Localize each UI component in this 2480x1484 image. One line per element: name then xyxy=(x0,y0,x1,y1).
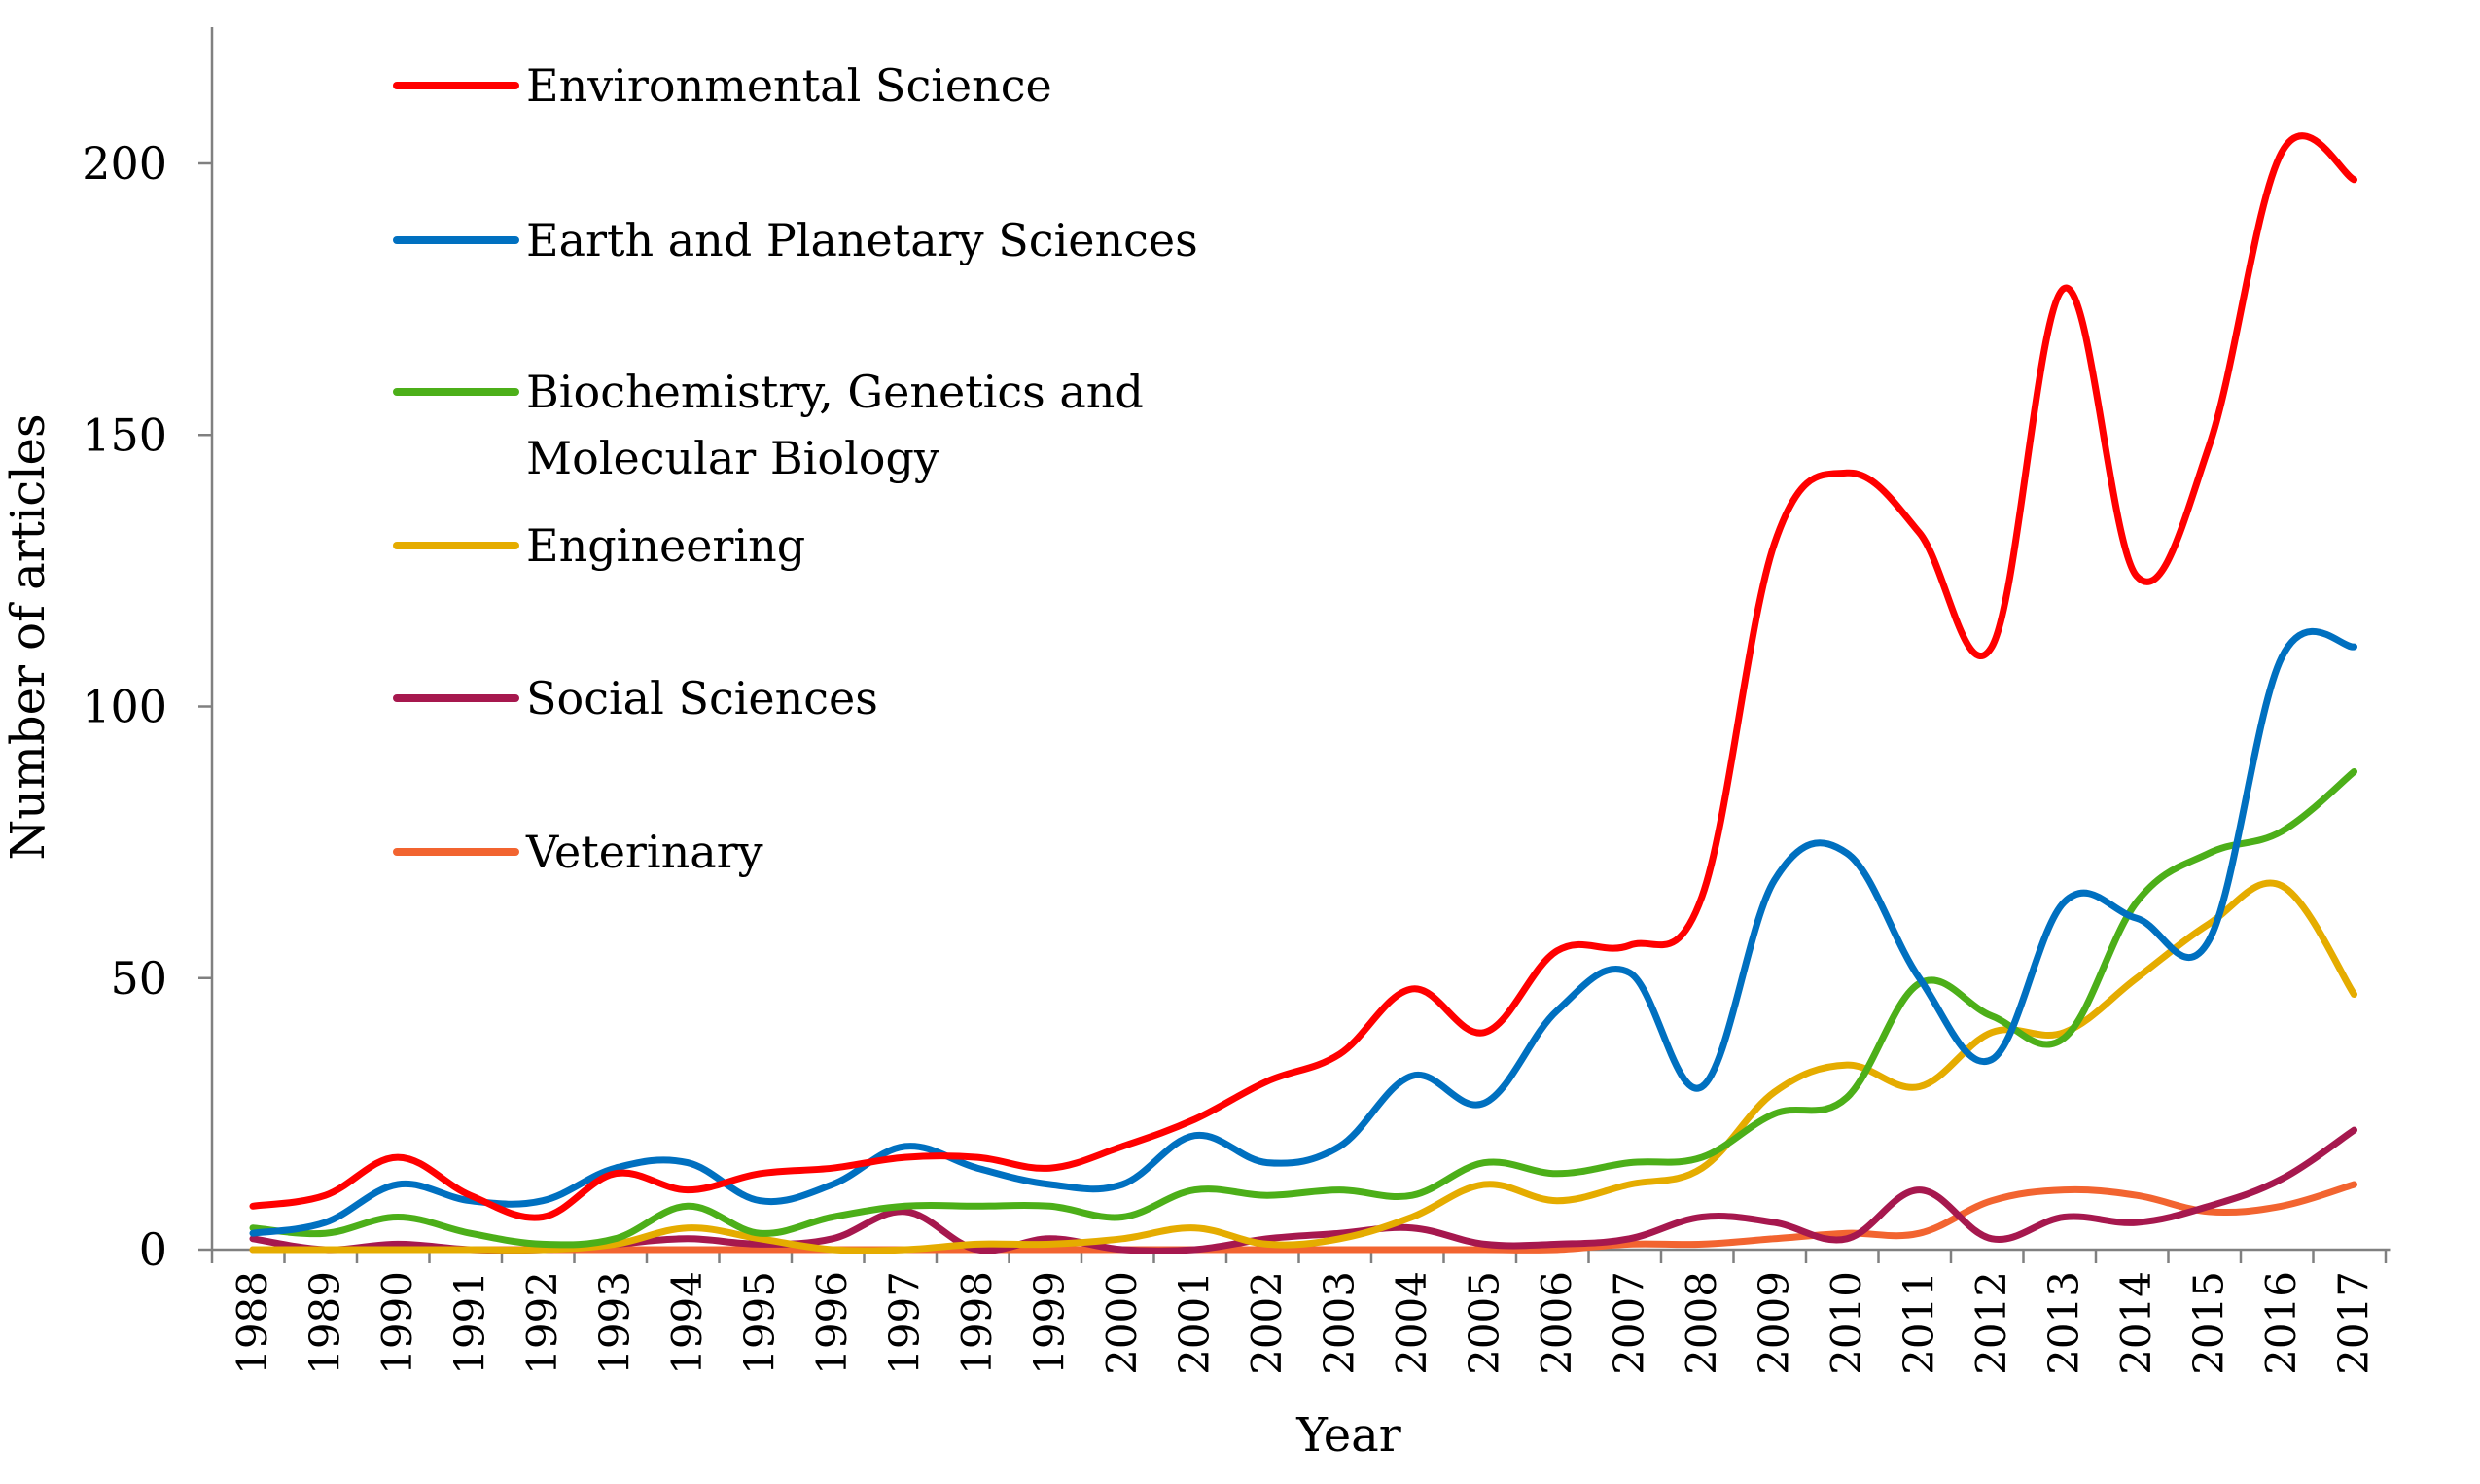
legend-label-engineering: Engineering xyxy=(526,519,805,572)
x-tick-label: 2008 xyxy=(1678,1271,1725,1375)
legend-label-biochemistry-genetics-and-molecular-biology: Biochemistry, Genetics and Molecular Biol… xyxy=(526,366,1144,484)
x-tick-label: 2010 xyxy=(1823,1271,1870,1375)
x-tick-label: 1990 xyxy=(373,1271,421,1375)
x-tick-label: 1989 xyxy=(301,1271,349,1375)
x-tick-label: 2005 xyxy=(1461,1271,1508,1375)
x-tick-label: 1991 xyxy=(446,1271,494,1375)
legend: Environmental Science Earth and Planetary… xyxy=(393,59,1198,878)
x-axis-title: Year xyxy=(1295,1408,1401,1463)
y-axis-title: Number of articles xyxy=(1,413,55,860)
y-tick-label: 100 xyxy=(82,681,167,733)
x-tick-label: 2014 xyxy=(2112,1271,2160,1375)
legend-label-earth-and-planetary-sciences: Earth and Planetary Sciences xyxy=(526,214,1198,266)
x-tick-label: 1992 xyxy=(518,1271,566,1375)
y-tick-label: 200 xyxy=(82,137,167,190)
x-tick-label: 2002 xyxy=(1243,1271,1291,1375)
x-tick-label: 2016 xyxy=(2257,1271,2305,1375)
axes: 0 50 100 150 200 1988 1989 1990 1991 1992 1993 1994… xyxy=(82,27,2391,1375)
legend-label-veterinary: Veterinary xyxy=(525,826,763,878)
x-tick-label: 1993 xyxy=(591,1271,639,1375)
series-lines xyxy=(249,132,2357,1254)
x-tick-label: 2000 xyxy=(1098,1271,1146,1375)
legend-label-environmental-science: Environmental Science xyxy=(526,59,1052,112)
x-tick-label: 2017 xyxy=(2330,1271,2378,1375)
series-line-engineering xyxy=(249,879,2357,1254)
y-tick-label: 150 xyxy=(82,408,167,461)
series-line-biochemistry-genetics-and-molecular-biology xyxy=(249,768,2357,1249)
x-tick-label: 2001 xyxy=(1171,1271,1219,1375)
series-line-veterinary xyxy=(249,1181,2357,1254)
x-tick-label: 1994 xyxy=(663,1271,711,1375)
x-tick-label: 1995 xyxy=(736,1271,784,1375)
x-tick-label: 2011 xyxy=(1895,1271,1943,1375)
x-tick-label: 1988 xyxy=(229,1271,276,1375)
x-tick-label: 1997 xyxy=(881,1271,929,1375)
x-tick-label: 2006 xyxy=(1533,1271,1580,1375)
legend-label-social-sciences: Social Sciences xyxy=(526,672,878,724)
x-tick-label: 2004 xyxy=(1388,1271,1435,1375)
x-tick-label: 1999 xyxy=(1026,1271,1074,1375)
x-tick-label: 2007 xyxy=(1606,1271,1653,1375)
x-tick-label: 2012 xyxy=(1967,1271,2015,1375)
x-tick-label: 1998 xyxy=(953,1271,1001,1375)
series-line-environmental-science xyxy=(249,132,2357,1221)
y-tick-label: 50 xyxy=(110,952,167,1005)
x-tick-label: 2013 xyxy=(2040,1271,2088,1375)
x-tick-label: 2003 xyxy=(1316,1271,1364,1375)
x-tick-label: 2009 xyxy=(1751,1271,1798,1375)
x-tick-label: 1996 xyxy=(808,1271,856,1375)
x-tick-label: 2015 xyxy=(2185,1271,2233,1375)
y-tick-label: 0 xyxy=(139,1223,167,1276)
series-line-earth-and-planetary-sciences xyxy=(249,628,2357,1237)
